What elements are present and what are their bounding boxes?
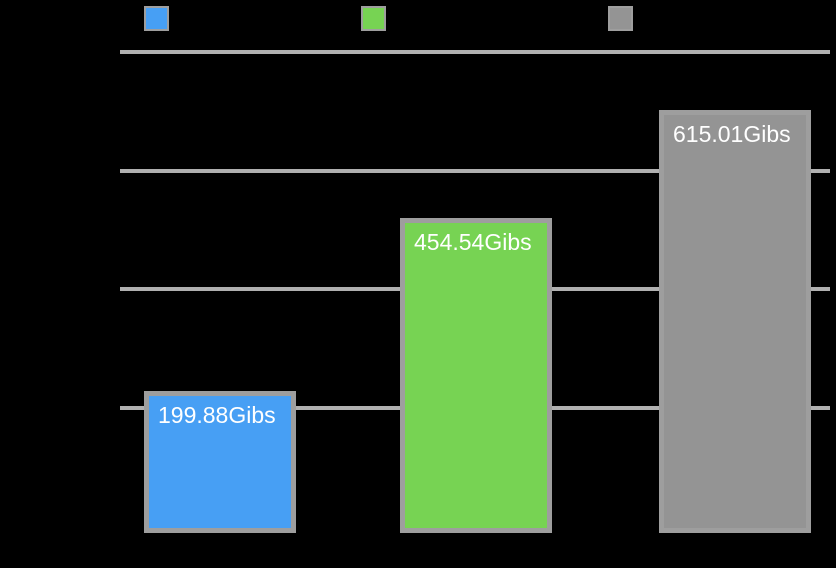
bar-value-label: 454.54Gibs — [414, 229, 532, 255]
bar-value-label: 615.01Gibs — [673, 121, 791, 147]
legend-gray-swatch — [608, 6, 633, 31]
bar-2: 454.54Gibs — [400, 218, 552, 533]
chart-legend — [0, 0, 836, 34]
gridline — [120, 169, 830, 173]
bar-3: 615.01Gibs — [659, 110, 811, 533]
bar-1: 199.88Gibs — [144, 391, 296, 533]
bar-value-label: 199.88Gibs — [158, 402, 276, 428]
legend-blue-swatch — [144, 6, 169, 31]
gridline — [120, 50, 830, 54]
legend-green-swatch — [361, 6, 386, 31]
